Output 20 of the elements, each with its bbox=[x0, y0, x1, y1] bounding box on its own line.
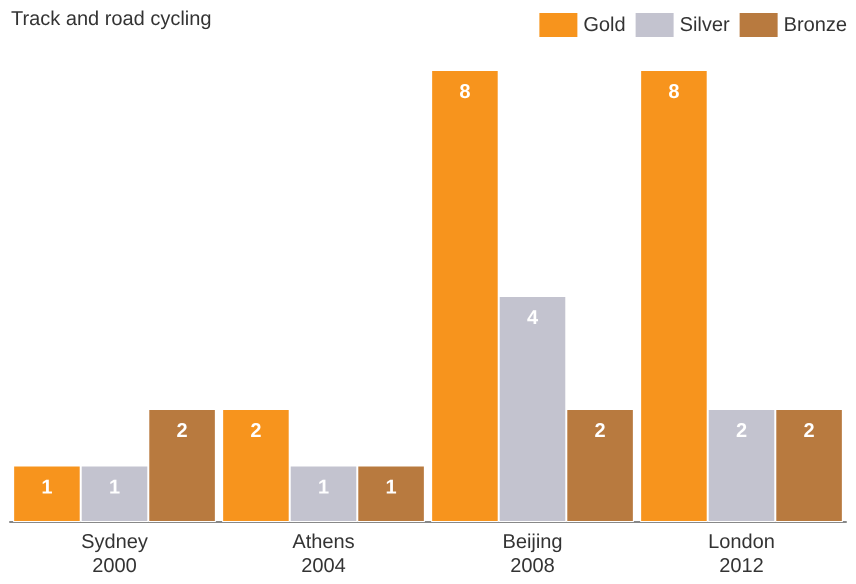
legend-label: Gold bbox=[583, 14, 626, 36]
x-tick-label: Athens 2004 bbox=[292, 531, 355, 577]
data-label: 2 bbox=[736, 420, 748, 442]
x-tick-label: Sydney 2000 bbox=[81, 531, 148, 577]
data-label: 1 bbox=[386, 476, 397, 498]
legend-label: Silver bbox=[680, 14, 730, 36]
data-label: 8 bbox=[668, 81, 680, 103]
legend-label: Bronze bbox=[784, 14, 848, 36]
data-label: 1 bbox=[108, 476, 120, 498]
chart-title: Track and road cycling bbox=[11, 8, 212, 30]
data-label: 4 bbox=[526, 307, 539, 329]
data-label: 2 bbox=[594, 420, 606, 442]
data-label: 2 bbox=[176, 420, 188, 442]
data-label: 2 bbox=[250, 420, 262, 442]
data-label: 2 bbox=[804, 420, 815, 442]
data-label: 1 bbox=[41, 476, 52, 498]
data-label: 8 bbox=[459, 81, 470, 103]
x-tick-label: Beijing 2008 bbox=[502, 531, 563, 577]
x-tick-label: London 2012 bbox=[708, 531, 775, 577]
data-label: 1 bbox=[318, 476, 330, 498]
